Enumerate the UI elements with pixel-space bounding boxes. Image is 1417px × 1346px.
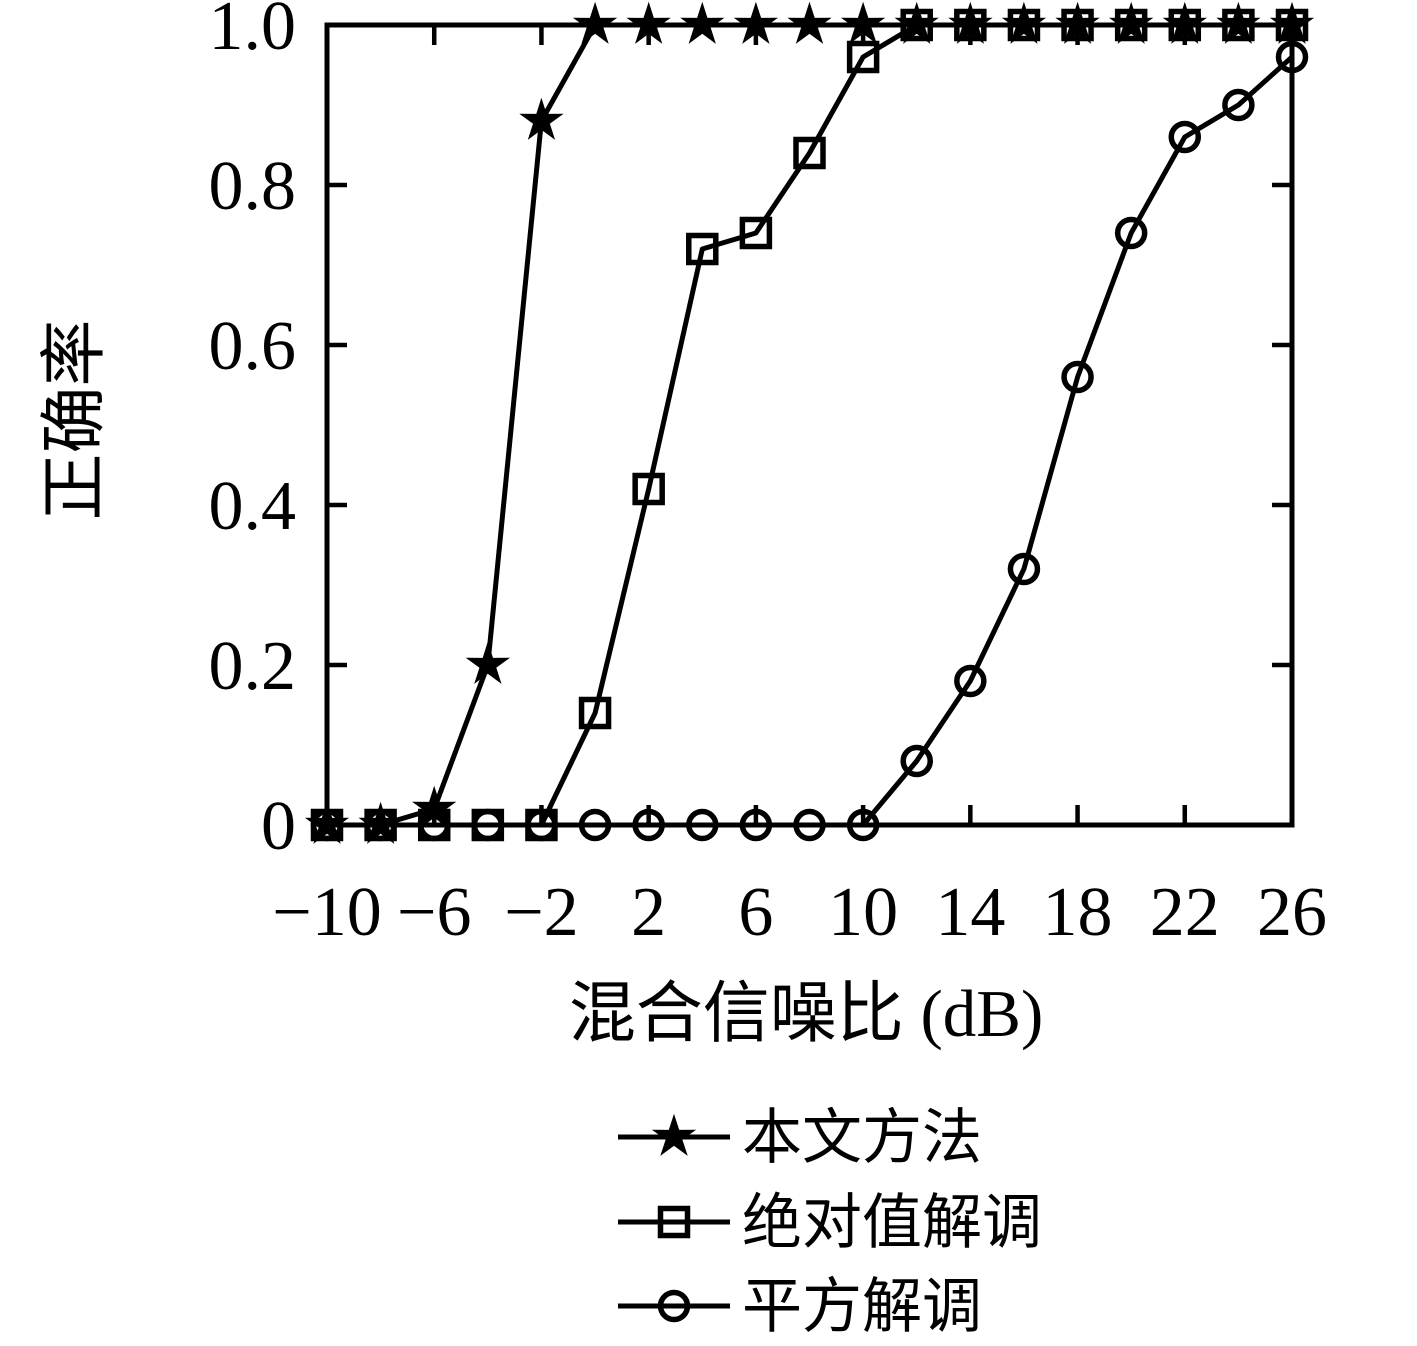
square-marker: [1222, 8, 1255, 42]
series-markers-circle: [310, 40, 1309, 842]
circle-marker: [1007, 552, 1041, 586]
x-tick-label: 14: [935, 874, 1005, 951]
x-tick-label: 2: [631, 874, 666, 951]
legend-item: 本文方法: [618, 1105, 982, 1171]
legend-item: 平方解调: [618, 1274, 982, 1340]
circle-marker: [1275, 40, 1309, 74]
star-marker: [572, 1, 618, 44]
star-marker: [626, 1, 671, 44]
circle-marker: [1168, 120, 1202, 154]
square-marker: [954, 8, 987, 42]
circle-marker: [686, 808, 719, 842]
legend-label: 绝对值解调: [742, 1190, 1042, 1256]
circle-marker: [417, 808, 451, 842]
x-tick-label: 10: [828, 874, 898, 951]
circle-marker: [632, 808, 665, 842]
y-tick-label: 0.4: [209, 468, 297, 545]
y-tick-label: 0.8: [209, 148, 297, 225]
square-marker: [793, 136, 826, 170]
legend-marker-square: [657, 1205, 691, 1239]
data-series: [304, 1, 1315, 844]
x-tick-label: −2: [504, 874, 578, 951]
series-line-circle: [327, 55, 1294, 828]
y-tick-label: 0.6: [209, 308, 297, 385]
series-markers-square: [310, 8, 1309, 842]
circle-marker: [954, 664, 987, 698]
square-marker: [686, 232, 719, 266]
square-marker: [1061, 8, 1094, 42]
circle-marker: [578, 808, 612, 842]
x-tick-label: 18: [1043, 874, 1113, 951]
circle-marker: [471, 808, 505, 842]
circle-marker: [364, 808, 397, 842]
square-marker: [1275, 8, 1309, 42]
star-marker: [733, 1, 779, 44]
legend-item: 绝对值解调: [618, 1190, 1042, 1256]
series-markers-star: [304, 1, 1315, 844]
x-tick-label: 26: [1257, 874, 1327, 951]
circle-marker: [900, 744, 933, 778]
legend-marker-star: [651, 1113, 697, 1156]
circle-marker: [739, 808, 773, 842]
x-tick-label: −10: [272, 874, 381, 951]
square-marker: [1007, 8, 1041, 42]
square-marker: [632, 472, 665, 506]
y-tick-label: 1.0: [209, 0, 297, 65]
x-axis-title: 混合信噪比 (dB): [569, 977, 1044, 1051]
circle-marker: [1222, 88, 1255, 122]
circle-marker: [1114, 216, 1148, 250]
y-tick-label: 0: [261, 788, 296, 865]
square-marker: [900, 8, 933, 42]
star-marker: [787, 1, 832, 44]
square-marker: [739, 216, 773, 250]
circle-marker: [1061, 360, 1094, 394]
x-tick-label: 22: [1150, 874, 1220, 951]
legend-label: 本文方法: [742, 1105, 982, 1171]
star-marker: [840, 1, 886, 44]
star-marker: [519, 97, 564, 140]
y-tick-label: 0.2: [209, 628, 297, 705]
circle-marker: [310, 808, 344, 842]
star-marker: [680, 1, 725, 44]
x-tick-label: −6: [397, 874, 471, 951]
legend-label: 平方解调: [742, 1274, 982, 1340]
star-marker: [412, 785, 457, 828]
series-line-star: [327, 22, 1292, 828]
circle-marker: [846, 808, 880, 842]
x-tick-label: 6: [738, 874, 773, 951]
circle-marker: [793, 808, 826, 842]
circle-marker: [525, 808, 558, 842]
star-marker: [465, 641, 511, 684]
y-axis-title: 正确率: [38, 320, 112, 521]
square-marker: [846, 40, 880, 74]
square-marker: [1168, 8, 1202, 42]
square-marker: [578, 696, 612, 730]
square-marker: [1114, 8, 1148, 42]
legend-marker-circle: [657, 1289, 691, 1323]
